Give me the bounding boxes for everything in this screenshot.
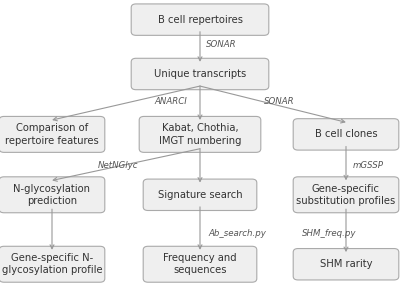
FancyBboxPatch shape xyxy=(131,58,269,90)
Text: B cell clones: B cell clones xyxy=(315,129,377,140)
Text: NetNGlyc: NetNGlyc xyxy=(98,161,138,170)
FancyBboxPatch shape xyxy=(0,116,105,152)
FancyBboxPatch shape xyxy=(293,249,399,280)
Text: Gene-specific
substitution profiles: Gene-specific substitution profiles xyxy=(296,184,396,206)
Text: B cell repertoires: B cell repertoires xyxy=(158,14,242,25)
Text: Ab_search.py: Ab_search.py xyxy=(208,229,266,238)
Text: Gene-specific N-
glycosylation profile: Gene-specific N- glycosylation profile xyxy=(2,253,102,275)
Text: SHM rarity: SHM rarity xyxy=(320,259,372,269)
Text: N-glycosylation
prediction: N-glycosylation prediction xyxy=(14,184,90,206)
Text: Kabat, Chothia,
IMGT numbering: Kabat, Chothia, IMGT numbering xyxy=(159,123,241,146)
Text: SONAR: SONAR xyxy=(206,40,237,49)
FancyBboxPatch shape xyxy=(131,4,269,35)
Text: Comparison of
repertoire features: Comparison of repertoire features xyxy=(5,123,99,146)
FancyBboxPatch shape xyxy=(293,119,399,150)
Text: Unique transcripts: Unique transcripts xyxy=(154,69,246,79)
Text: ANARCI: ANARCI xyxy=(154,97,187,106)
FancyBboxPatch shape xyxy=(143,246,257,282)
Text: SHM_freq.py: SHM_freq.py xyxy=(302,229,356,238)
FancyBboxPatch shape xyxy=(0,246,105,282)
Text: Frequency and
sequences: Frequency and sequences xyxy=(163,253,237,275)
FancyBboxPatch shape xyxy=(139,116,261,152)
FancyBboxPatch shape xyxy=(143,179,257,210)
FancyBboxPatch shape xyxy=(293,177,399,213)
FancyBboxPatch shape xyxy=(0,177,105,213)
Text: SONAR: SONAR xyxy=(264,97,295,106)
Text: mGSSP: mGSSP xyxy=(353,161,384,170)
Text: Signature search: Signature search xyxy=(158,190,242,200)
